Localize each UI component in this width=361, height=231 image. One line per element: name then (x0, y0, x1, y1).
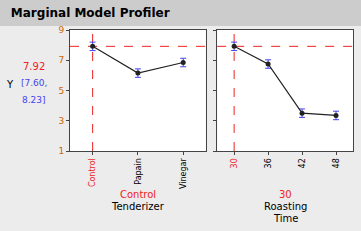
svg-text:Vinegar: Vinegar (179, 157, 188, 188)
svg-text:Control: Control (88, 158, 97, 187)
svg-text:9: 9 (58, 25, 64, 35)
svg-text:Roasting: Roasting (264, 201, 307, 212)
svg-text:42: 42 (298, 158, 307, 168)
svg-text:7: 7 (58, 55, 64, 65)
svg-text:3: 3 (58, 116, 64, 126)
svg-text:7.92: 7.92 (23, 61, 45, 72)
svg-text:36: 36 (264, 158, 273, 168)
svg-text:5: 5 (58, 86, 64, 96)
svg-text:8.23]: 8.23] (22, 95, 46, 105)
svg-text:Marginal Model Profiler: Marginal Model Profiler (11, 6, 170, 20)
svg-text:Time: Time (273, 213, 298, 224)
svg-text:Tenderizer: Tenderizer (111, 201, 165, 212)
svg-text:30: 30 (279, 189, 292, 200)
svg-text:Y: Y (6, 79, 14, 90)
svg-text:48: 48 (332, 158, 341, 168)
svg-text:30: 30 (230, 158, 239, 168)
svg-text:1: 1 (58, 146, 64, 156)
svg-text:[7.60,: [7.60, (21, 78, 47, 88)
svg-text:Control: Control (120, 189, 156, 200)
svg-text:Papain: Papain (134, 158, 143, 185)
